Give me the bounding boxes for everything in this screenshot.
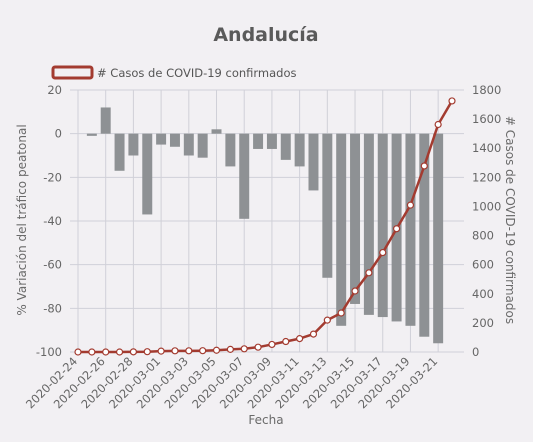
bar (350, 133, 361, 304)
cases-point (434, 120, 442, 129)
y-left-tick-label: -20 (43, 170, 62, 184)
y-right-tick-label: 600 (472, 258, 494, 272)
bar (86, 133, 97, 136)
cases-point (74, 348, 82, 356)
chart-title: Andalucía (213, 24, 318, 46)
bar (322, 133, 333, 278)
bar (100, 107, 111, 134)
bar (266, 133, 277, 149)
y-left-tick-label: -100 (36, 345, 62, 359)
legend-swatch (51, 65, 94, 80)
y-right-tick-label: 400 (472, 287, 494, 301)
bar (197, 133, 208, 158)
cases-point (115, 348, 124, 356)
cases-point (337, 309, 345, 317)
y-right-tick-label: 1400 (472, 141, 501, 155)
bar (294, 133, 305, 167)
bar (128, 133, 139, 156)
cases-point (171, 347, 179, 355)
y-left-tick-label: 20 (47, 83, 62, 97)
cases-line (78, 100, 454, 354)
bar (419, 133, 430, 337)
y-left-tick-label: -80 (43, 301, 62, 315)
x-axis-label: Fecha (248, 413, 283, 427)
y-right-tick-label: 200 (472, 316, 494, 330)
cases-point (323, 316, 331, 324)
y-right-tick-label: 0 (472, 345, 479, 359)
bar (183, 133, 194, 156)
legend-label: # Casos de COVID-19 confirmados (97, 66, 297, 80)
bar (211, 129, 222, 134)
y-axis-right-label: # Casos de COVID-19 confirmados (503, 116, 517, 324)
bar (142, 133, 153, 215)
cases-point (448, 97, 456, 105)
cases-point (309, 330, 318, 338)
bar (433, 133, 444, 344)
y-left-tick-label: -60 (43, 258, 62, 272)
legend: # Casos de COVID-19 confirmados (51, 65, 297, 80)
cases-point (268, 340, 276, 349)
bar (405, 133, 416, 326)
bar (169, 133, 180, 147)
bar (239, 133, 250, 219)
cases-point (296, 335, 304, 343)
y-left-tick-label: 0 (55, 127, 62, 141)
bar (114, 133, 125, 171)
cases-point (88, 348, 96, 356)
cases-point (129, 348, 138, 356)
bar (225, 133, 236, 167)
y-right-tick-label: 1600 (472, 112, 501, 126)
cases-point (420, 162, 428, 170)
y-left-tick-label: -40 (43, 214, 62, 228)
axes: 200-20-40-60-80-100180016001400120010008… (23, 83, 501, 411)
line-series (74, 97, 456, 356)
y-right-tick-label: 1000 (472, 199, 501, 213)
cases-point (240, 345, 248, 353)
cases-point (392, 225, 401, 233)
cases-point (365, 269, 373, 277)
bar (156, 133, 167, 145)
bar (336, 133, 347, 326)
y-right-tick-label: 1200 (472, 170, 501, 184)
cases-point (143, 348, 151, 356)
cases-point (226, 345, 234, 353)
cases-point (379, 248, 387, 257)
cases-point (282, 337, 290, 346)
y-right-tick-label: 1800 (472, 83, 501, 97)
y-right-tick-label: 800 (472, 229, 494, 243)
cases-point (254, 343, 262, 351)
bar (280, 133, 291, 160)
cases-point (157, 347, 165, 355)
bar (308, 133, 319, 191)
bar (363, 133, 374, 315)
y-axis-left-label: % Variación del tráfico peatonal (15, 124, 29, 315)
cases-point (199, 347, 207, 355)
bar (377, 133, 388, 318)
cases-point (102, 348, 110, 356)
bar (253, 133, 264, 149)
cases-point (212, 346, 221, 354)
cases-point (406, 201, 415, 209)
cases-point (185, 347, 193, 355)
cases-point (351, 287, 359, 295)
gridlines (70, 89, 464, 353)
